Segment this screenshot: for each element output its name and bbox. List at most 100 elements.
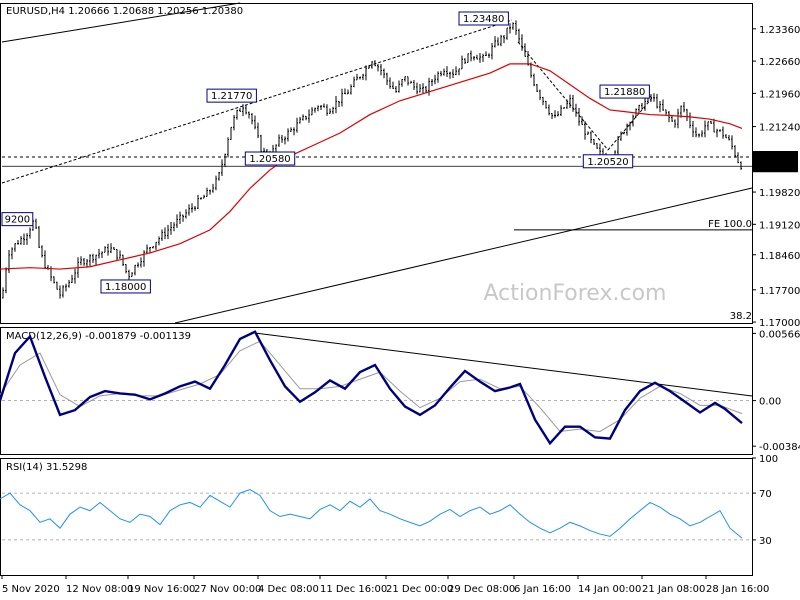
candle-bar xyxy=(575,103,577,117)
candle-bar xyxy=(56,281,58,290)
candle-bar xyxy=(389,77,391,89)
candle-bar xyxy=(461,55,463,70)
candle-bar xyxy=(422,83,424,94)
candle-bar xyxy=(89,254,91,267)
candle-bar xyxy=(155,241,157,251)
candle-bar xyxy=(131,272,133,278)
candle-bar xyxy=(668,110,670,123)
candle-bar xyxy=(164,227,166,240)
candle-bar xyxy=(737,152,739,164)
candle-bar xyxy=(122,254,124,267)
candle-bar xyxy=(203,194,205,199)
candle-bar xyxy=(395,86,397,93)
price-tick-label: 1.19120 xyxy=(759,220,800,231)
candle-bar xyxy=(350,84,352,95)
time-tick-label: 11 Dec 16:00 xyxy=(320,584,387,595)
candle-bar xyxy=(137,262,139,268)
candle-bar xyxy=(479,53,481,63)
candle-bar xyxy=(671,115,673,122)
candle-bar xyxy=(326,104,328,116)
candle-bar xyxy=(74,268,76,284)
candle-bar xyxy=(623,131,625,135)
price-annotation: 1.23480 xyxy=(458,11,509,26)
candle-bar xyxy=(38,225,40,249)
candle-bar xyxy=(659,100,661,113)
candle-bar xyxy=(599,143,601,156)
candle-bar xyxy=(548,104,550,116)
price-tick-label: 1.22660 xyxy=(759,57,800,68)
price-axis-highlight: 1.20580 xyxy=(753,151,798,164)
candle-bar xyxy=(71,274,73,284)
price-tick-label: 1.18460 xyxy=(759,251,800,262)
rsi-tick-label: 30 xyxy=(759,536,772,547)
candle-bar xyxy=(353,76,355,88)
candle-bar xyxy=(665,109,667,115)
candle-bar xyxy=(338,100,340,107)
candle-bar xyxy=(653,93,655,102)
price-tick-label: 1.17700 xyxy=(759,286,800,297)
candle-bar xyxy=(212,183,214,193)
candle-bar xyxy=(275,144,277,153)
candle-bar xyxy=(632,114,634,127)
candle-bar xyxy=(557,111,559,117)
candle-bar xyxy=(458,68,460,76)
candle-bar xyxy=(158,236,160,246)
candle-bar xyxy=(455,66,457,76)
annotation-box xyxy=(206,88,257,103)
candle-bar xyxy=(431,78,433,86)
candle-bar xyxy=(506,27,508,40)
candle-bar xyxy=(239,108,241,112)
price-annotation: 9200 xyxy=(1,212,34,227)
price-tick-label: 1.21960 xyxy=(759,89,800,100)
candle-bar xyxy=(560,105,562,116)
candle-bar xyxy=(35,218,37,230)
annotation-box xyxy=(100,279,151,294)
candle-bar xyxy=(209,189,211,195)
candle-bar xyxy=(371,61,373,69)
candle-bar xyxy=(518,28,520,44)
candle-bar xyxy=(686,108,688,122)
annotations: 1.23480 1.21770 1.21880 1.20580 1.20520 1.180… xyxy=(1,11,752,322)
candle-bar xyxy=(515,20,517,35)
candle-bar xyxy=(290,127,292,132)
price-annotation: 1.20520 xyxy=(582,154,634,169)
candle-bar xyxy=(332,106,334,115)
candle-bar xyxy=(734,145,736,158)
price-annotation: 1.18000 xyxy=(100,279,151,294)
candle-bar xyxy=(578,107,580,126)
annotation-box xyxy=(582,154,634,169)
candle-bar xyxy=(236,109,238,120)
candle-bar xyxy=(533,73,535,87)
candle-bar xyxy=(587,131,589,135)
time-tick-label: 12 Nov 08:00 xyxy=(66,584,133,595)
annotation-label: 1.20520 xyxy=(587,157,628,168)
candle-bar xyxy=(446,66,448,77)
candle-bar xyxy=(698,133,700,138)
macd-tick-label: 0.00 xyxy=(759,397,781,408)
candle-bar xyxy=(563,107,565,109)
candle-bar xyxy=(497,37,499,46)
candle-bar xyxy=(440,70,442,77)
candle-bar xyxy=(494,36,496,48)
candle-bar xyxy=(110,243,112,254)
candle-bar xyxy=(245,105,247,115)
annotation-label: 1.21880 xyxy=(604,87,645,98)
macd-line xyxy=(0,330,743,446)
candle-bar xyxy=(230,126,232,140)
annotation-label: 9200 xyxy=(5,215,30,226)
macd-trend-line xyxy=(254,332,753,397)
candle-bar xyxy=(692,121,694,138)
candle-bar xyxy=(248,111,250,119)
candle-bar xyxy=(41,245,43,258)
time-tick-label: 5 Nov 2020 xyxy=(2,584,60,595)
price-tick-label: 1.23360 xyxy=(759,25,800,36)
candle-bar xyxy=(416,82,418,95)
candle-bar xyxy=(134,264,136,276)
candle-bar xyxy=(341,88,343,107)
macd-tick-label: 0.005661 xyxy=(759,329,800,340)
candle-bar xyxy=(572,94,574,112)
candle-bar xyxy=(194,206,196,211)
watermark: ActionForex.com xyxy=(484,281,667,306)
candle-bar xyxy=(62,285,64,298)
candle-bar xyxy=(707,121,709,131)
